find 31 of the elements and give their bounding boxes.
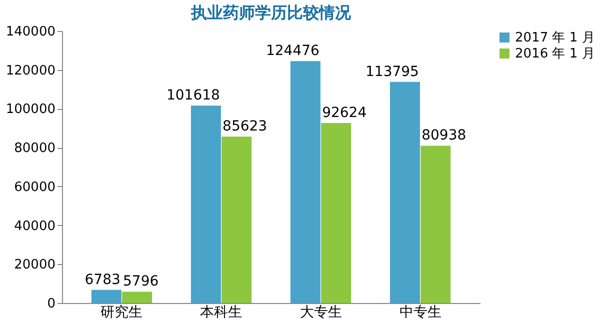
y-tick-label: 120000 [6,63,56,78]
data-label: 113795 [366,64,419,80]
legend-label: 2017 年 1 月 [515,30,595,46]
bar [122,292,152,303]
x-tick-label: 中专生 [399,304,442,320]
data-label: 101618 [166,88,220,104]
x-tick-label: 研究生 [100,304,143,320]
bar [91,290,122,303]
bar [222,136,252,303]
bar [420,146,451,303]
x-tick-label: 大专生 [300,304,342,320]
data-label: 124476 [266,43,320,60]
y-tick-label: 0 [47,296,56,312]
y-tick-label: 140000 [6,24,56,40]
x-tick-label: 本科生 [200,304,242,320]
chart-title: 执业药师学历比较情况 [190,3,352,22]
bar [321,123,352,303]
bar [390,82,420,303]
legend-label: 2016 年 1 月 [515,46,595,62]
data-label: 6783 [84,272,120,288]
data-label: 85623 [222,118,268,135]
data-label: 92624 [322,105,367,122]
y-tick-label: 40000 [14,218,56,234]
data-label: 80938 [422,128,466,144]
bar [290,61,320,303]
y-tick-label: 60000 [14,180,56,195]
bar [190,106,221,303]
y-tick-label: 20000 [14,258,56,273]
y-tick-label: 80000 [14,141,56,156]
y-tick-label: 100000 [6,102,56,118]
data-label: 5796 [123,274,159,290]
